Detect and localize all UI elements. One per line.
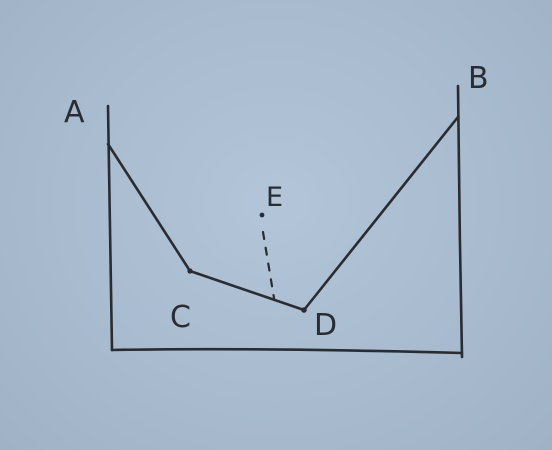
label-e: E (266, 182, 283, 213)
point-e (259, 212, 265, 218)
segment-a-c (106, 142, 192, 273)
right-wall (456, 84, 464, 359)
segment-d-b (302, 115, 460, 312)
bottom-floor (110, 347, 464, 355)
label-c: C (170, 300, 191, 335)
point-d (301, 307, 307, 313)
dashed-line-e (261, 230, 276, 300)
label-d: D (314, 308, 337, 343)
label-b: B (468, 61, 489, 96)
point-c (187, 268, 193, 274)
segment-c-d (188, 269, 306, 312)
label-a: A (64, 95, 85, 130)
left-wall (106, 104, 114, 352)
